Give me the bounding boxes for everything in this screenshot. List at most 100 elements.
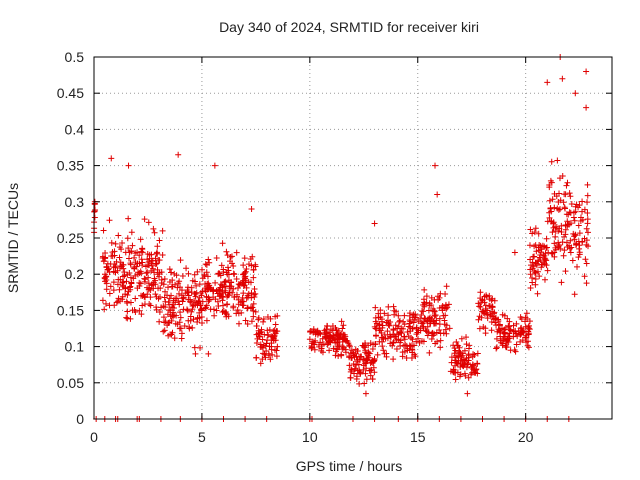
- data-point: [188, 299, 195, 306]
- data-point: [443, 283, 450, 290]
- data-point: [546, 181, 553, 188]
- data-point: [136, 307, 143, 314]
- data-point: [571, 291, 578, 298]
- data-point: [137, 236, 144, 243]
- data-point: [258, 326, 265, 333]
- data-point: [395, 312, 402, 319]
- data-point: [207, 306, 214, 313]
- data-point: [230, 303, 237, 310]
- data-point: [162, 304, 169, 311]
- data-point: [138, 256, 145, 263]
- data-point: [225, 313, 232, 320]
- data-point: [361, 380, 368, 387]
- data-point: [337, 334, 344, 341]
- data-point: [176, 325, 183, 332]
- data-point: [463, 334, 470, 341]
- data-point: [535, 230, 542, 237]
- data-point: [132, 295, 139, 302]
- data-point: [422, 315, 429, 322]
- data-point: [338, 352, 345, 359]
- data-point: [575, 222, 582, 229]
- data-point: [203, 283, 210, 290]
- data-point: [190, 316, 197, 323]
- data-point: [442, 326, 449, 333]
- data-point: [426, 349, 433, 356]
- data-point: [557, 206, 564, 213]
- data-point: [570, 214, 577, 221]
- data-point: [222, 283, 229, 290]
- data-point: [390, 326, 397, 333]
- data-point: [529, 230, 536, 237]
- data-point: [169, 303, 176, 310]
- data-point: [310, 341, 317, 348]
- data-point: [216, 270, 223, 277]
- data-point: [556, 175, 563, 182]
- data-point: [176, 278, 183, 285]
- data-point: [536, 273, 543, 280]
- data-point: [545, 249, 552, 256]
- data-point: [460, 363, 467, 370]
- data-point: [192, 350, 199, 357]
- data-point: [185, 270, 192, 277]
- data-point: [584, 192, 591, 199]
- data-point: [111, 252, 118, 259]
- data-point: [440, 330, 447, 337]
- data-point: [346, 354, 353, 361]
- data-point: [91, 214, 98, 221]
- data-point: [106, 290, 113, 297]
- data-point: [252, 290, 259, 297]
- data-point: [244, 321, 251, 328]
- data-point: [579, 239, 586, 246]
- data-point: [534, 290, 541, 297]
- data-point: [260, 318, 267, 325]
- data-point: [239, 302, 246, 309]
- data-point: [250, 267, 257, 274]
- data-point: [538, 261, 545, 268]
- data-point: [171, 335, 178, 342]
- data-point: [120, 279, 127, 286]
- data-point: [404, 329, 411, 336]
- data-point: [436, 321, 443, 328]
- data-point: [338, 318, 345, 325]
- data-point: [393, 337, 400, 344]
- data-point: [418, 319, 425, 326]
- data-point: [202, 288, 209, 295]
- data-point: [273, 353, 280, 360]
- data-point: [176, 301, 183, 308]
- data-point: [320, 341, 327, 348]
- data-point: [147, 302, 154, 309]
- y-tick-label: 0.2: [65, 266, 85, 282]
- data-point: [333, 338, 340, 345]
- data-point: [413, 331, 420, 338]
- data-point: [511, 249, 518, 256]
- data-point: [506, 318, 513, 325]
- data-point: [534, 268, 541, 275]
- data-point: [125, 245, 132, 252]
- data-point: [348, 347, 355, 354]
- data-point: [354, 358, 361, 365]
- data-point: [156, 269, 163, 276]
- data-point: [387, 334, 394, 341]
- data-point: [251, 291, 258, 298]
- data-point: [253, 354, 260, 361]
- data-point: [405, 333, 412, 340]
- x-tick-label: 0: [90, 429, 98, 445]
- data-point: [252, 308, 259, 315]
- data-point: [399, 325, 406, 332]
- data-point: [407, 318, 414, 325]
- data-point: [551, 204, 558, 211]
- data-point: [91, 208, 98, 215]
- data-point: [377, 314, 384, 321]
- data-point: [235, 320, 242, 327]
- data-point: [407, 343, 414, 350]
- data-point: [257, 360, 264, 367]
- data-point: [146, 285, 153, 292]
- data-point: [561, 233, 568, 240]
- data-point: [541, 243, 548, 250]
- data-point: [385, 312, 392, 319]
- data-point: [262, 354, 269, 361]
- data-point: [562, 191, 569, 198]
- data-point: [188, 284, 195, 291]
- data-point: [241, 255, 248, 262]
